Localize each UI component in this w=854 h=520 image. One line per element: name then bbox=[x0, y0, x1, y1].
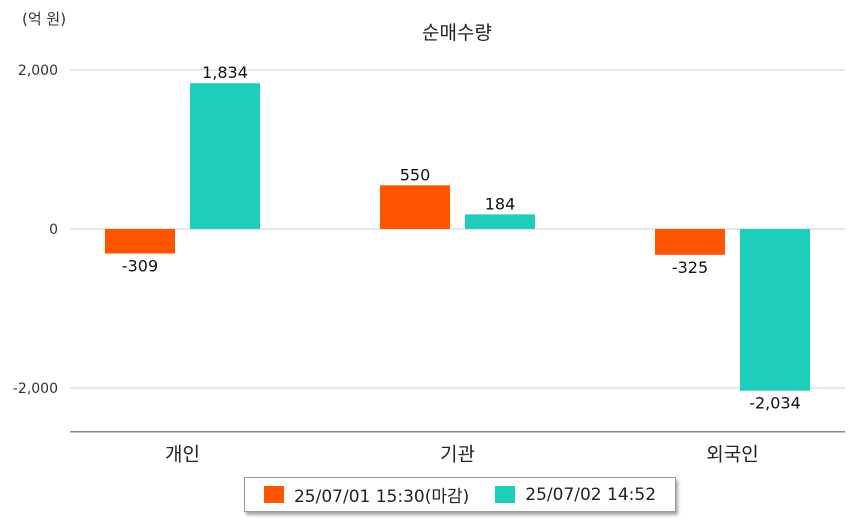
y-tick-label: -2,000 bbox=[13, 381, 58, 397]
bar bbox=[740, 229, 810, 391]
chart-title: 순매수량 bbox=[422, 22, 492, 44]
data-label: 550 bbox=[400, 165, 431, 184]
legend-label-series-2: 25/07/02 14:52 bbox=[525, 484, 657, 505]
x-tick-label: 개인 bbox=[165, 444, 200, 466]
bar bbox=[190, 83, 260, 230]
bar bbox=[655, 229, 725, 255]
data-label: 1,834 bbox=[202, 63, 248, 82]
y-tick-label: 0 bbox=[49, 222, 58, 238]
unit-label: (억 원) bbox=[22, 10, 67, 28]
legend-swatch-series-2 bbox=[495, 486, 516, 503]
legend: 25/07/01 15:30(마감) 25/07/02 14:52 bbox=[244, 477, 676, 512]
bar-chart: 2,000 0 -2,000 -309 550 -325 1,834 184 -2,034 개인 기… bbox=[13, 63, 845, 466]
legend-item-series-1[interactable]: 25/07/01 15:30(마감) bbox=[263, 482, 470, 507]
legend-label-series-1: 25/07/01 15:30(마감) bbox=[293, 487, 470, 507]
bar bbox=[105, 229, 175, 254]
data-label: -2,034 bbox=[749, 394, 801, 413]
legend-swatch-series-1 bbox=[263, 486, 284, 503]
x-tick-label: 기관 bbox=[440, 444, 475, 466]
data-label: 184 bbox=[485, 194, 516, 213]
legend-item-series-2[interactable]: 25/07/02 14:52 bbox=[495, 485, 656, 505]
x-tick-label: 외국인 bbox=[706, 444, 758, 466]
data-label: -309 bbox=[122, 257, 158, 276]
bar bbox=[465, 214, 535, 229]
data-label: -325 bbox=[672, 258, 708, 277]
y-tick-label: 2,000 bbox=[18, 63, 58, 79]
bar bbox=[380, 185, 450, 229]
